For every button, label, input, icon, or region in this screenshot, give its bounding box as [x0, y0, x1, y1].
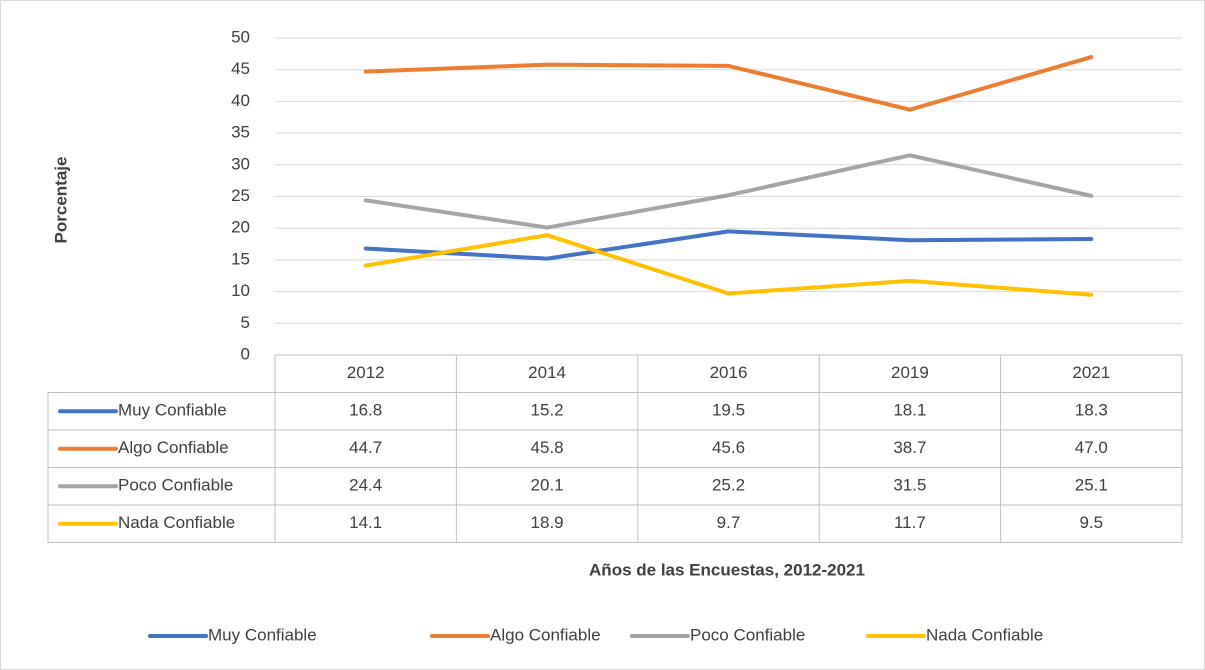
- legend-label: Muy Confiable: [208, 625, 317, 644]
- table-cell: 24.4: [349, 476, 382, 495]
- x-tick-label: 2016: [710, 363, 748, 382]
- table-row-label: Muy Confiable: [118, 401, 227, 420]
- legend-label: Algo Confiable: [490, 625, 601, 644]
- series-line: [363, 153, 1094, 230]
- table-row-label: Poco Confiable: [118, 476, 233, 495]
- y-tick-label: 50: [231, 27, 250, 46]
- y-tick-label: 15: [231, 249, 250, 268]
- y-tick-label: 0: [241, 344, 250, 363]
- legend-label: Nada Confiable: [926, 625, 1043, 644]
- series-line: [363, 233, 1094, 297]
- table-cell: 45.8: [531, 438, 564, 457]
- series-line: [363, 229, 1094, 261]
- table-cell: 11.7: [894, 513, 926, 532]
- x-tick-label: 2012: [347, 363, 385, 382]
- table-cell: 44.7: [349, 438, 382, 457]
- table-cell: 15.2: [531, 401, 564, 420]
- y-axis-title: Porcentaje: [51, 157, 70, 244]
- table-cell: 9.7: [717, 513, 741, 532]
- table-cell: 45.6: [712, 438, 745, 457]
- table-cell: 16.8: [349, 401, 382, 420]
- table-cell: 25.1: [1075, 476, 1108, 495]
- x-axis-title: Años de las Encuestas, 2012-2021: [589, 560, 865, 579]
- legend-label: Poco Confiable: [690, 625, 805, 644]
- y-tick-label: 10: [231, 281, 250, 300]
- y-tick-label: 35: [231, 123, 250, 142]
- table-cell: 9.5: [1079, 513, 1103, 532]
- table-row-label: Algo Confiable: [118, 438, 229, 457]
- x-tick-label: 2019: [891, 363, 929, 382]
- y-tick-label: 25: [231, 186, 250, 205]
- table-cell: 38.7: [893, 438, 926, 457]
- table-cell: 31.5: [893, 476, 926, 495]
- table-cell: 18.1: [893, 401, 926, 420]
- series-line: [363, 55, 1094, 112]
- table-cell: 19.5: [712, 401, 745, 420]
- table-row-label: Nada Confiable: [118, 513, 235, 532]
- table-cell: 25.2: [712, 476, 745, 495]
- table-cell: 20.1: [531, 476, 564, 495]
- table-cell: 18.9: [531, 513, 564, 532]
- y-tick-label: 30: [231, 154, 250, 173]
- table-cell: 47.0: [1075, 438, 1108, 457]
- x-tick-label: 2014: [528, 363, 566, 382]
- table-cell: 14.1: [349, 513, 382, 532]
- y-tick-label: 5: [241, 313, 250, 332]
- y-tick-label: 45: [231, 59, 250, 78]
- table-cell: 18.3: [1075, 401, 1108, 420]
- y-tick-label: 40: [231, 91, 250, 110]
- y-tick-label: 20: [231, 218, 250, 237]
- x-tick-label: 2021: [1072, 363, 1110, 382]
